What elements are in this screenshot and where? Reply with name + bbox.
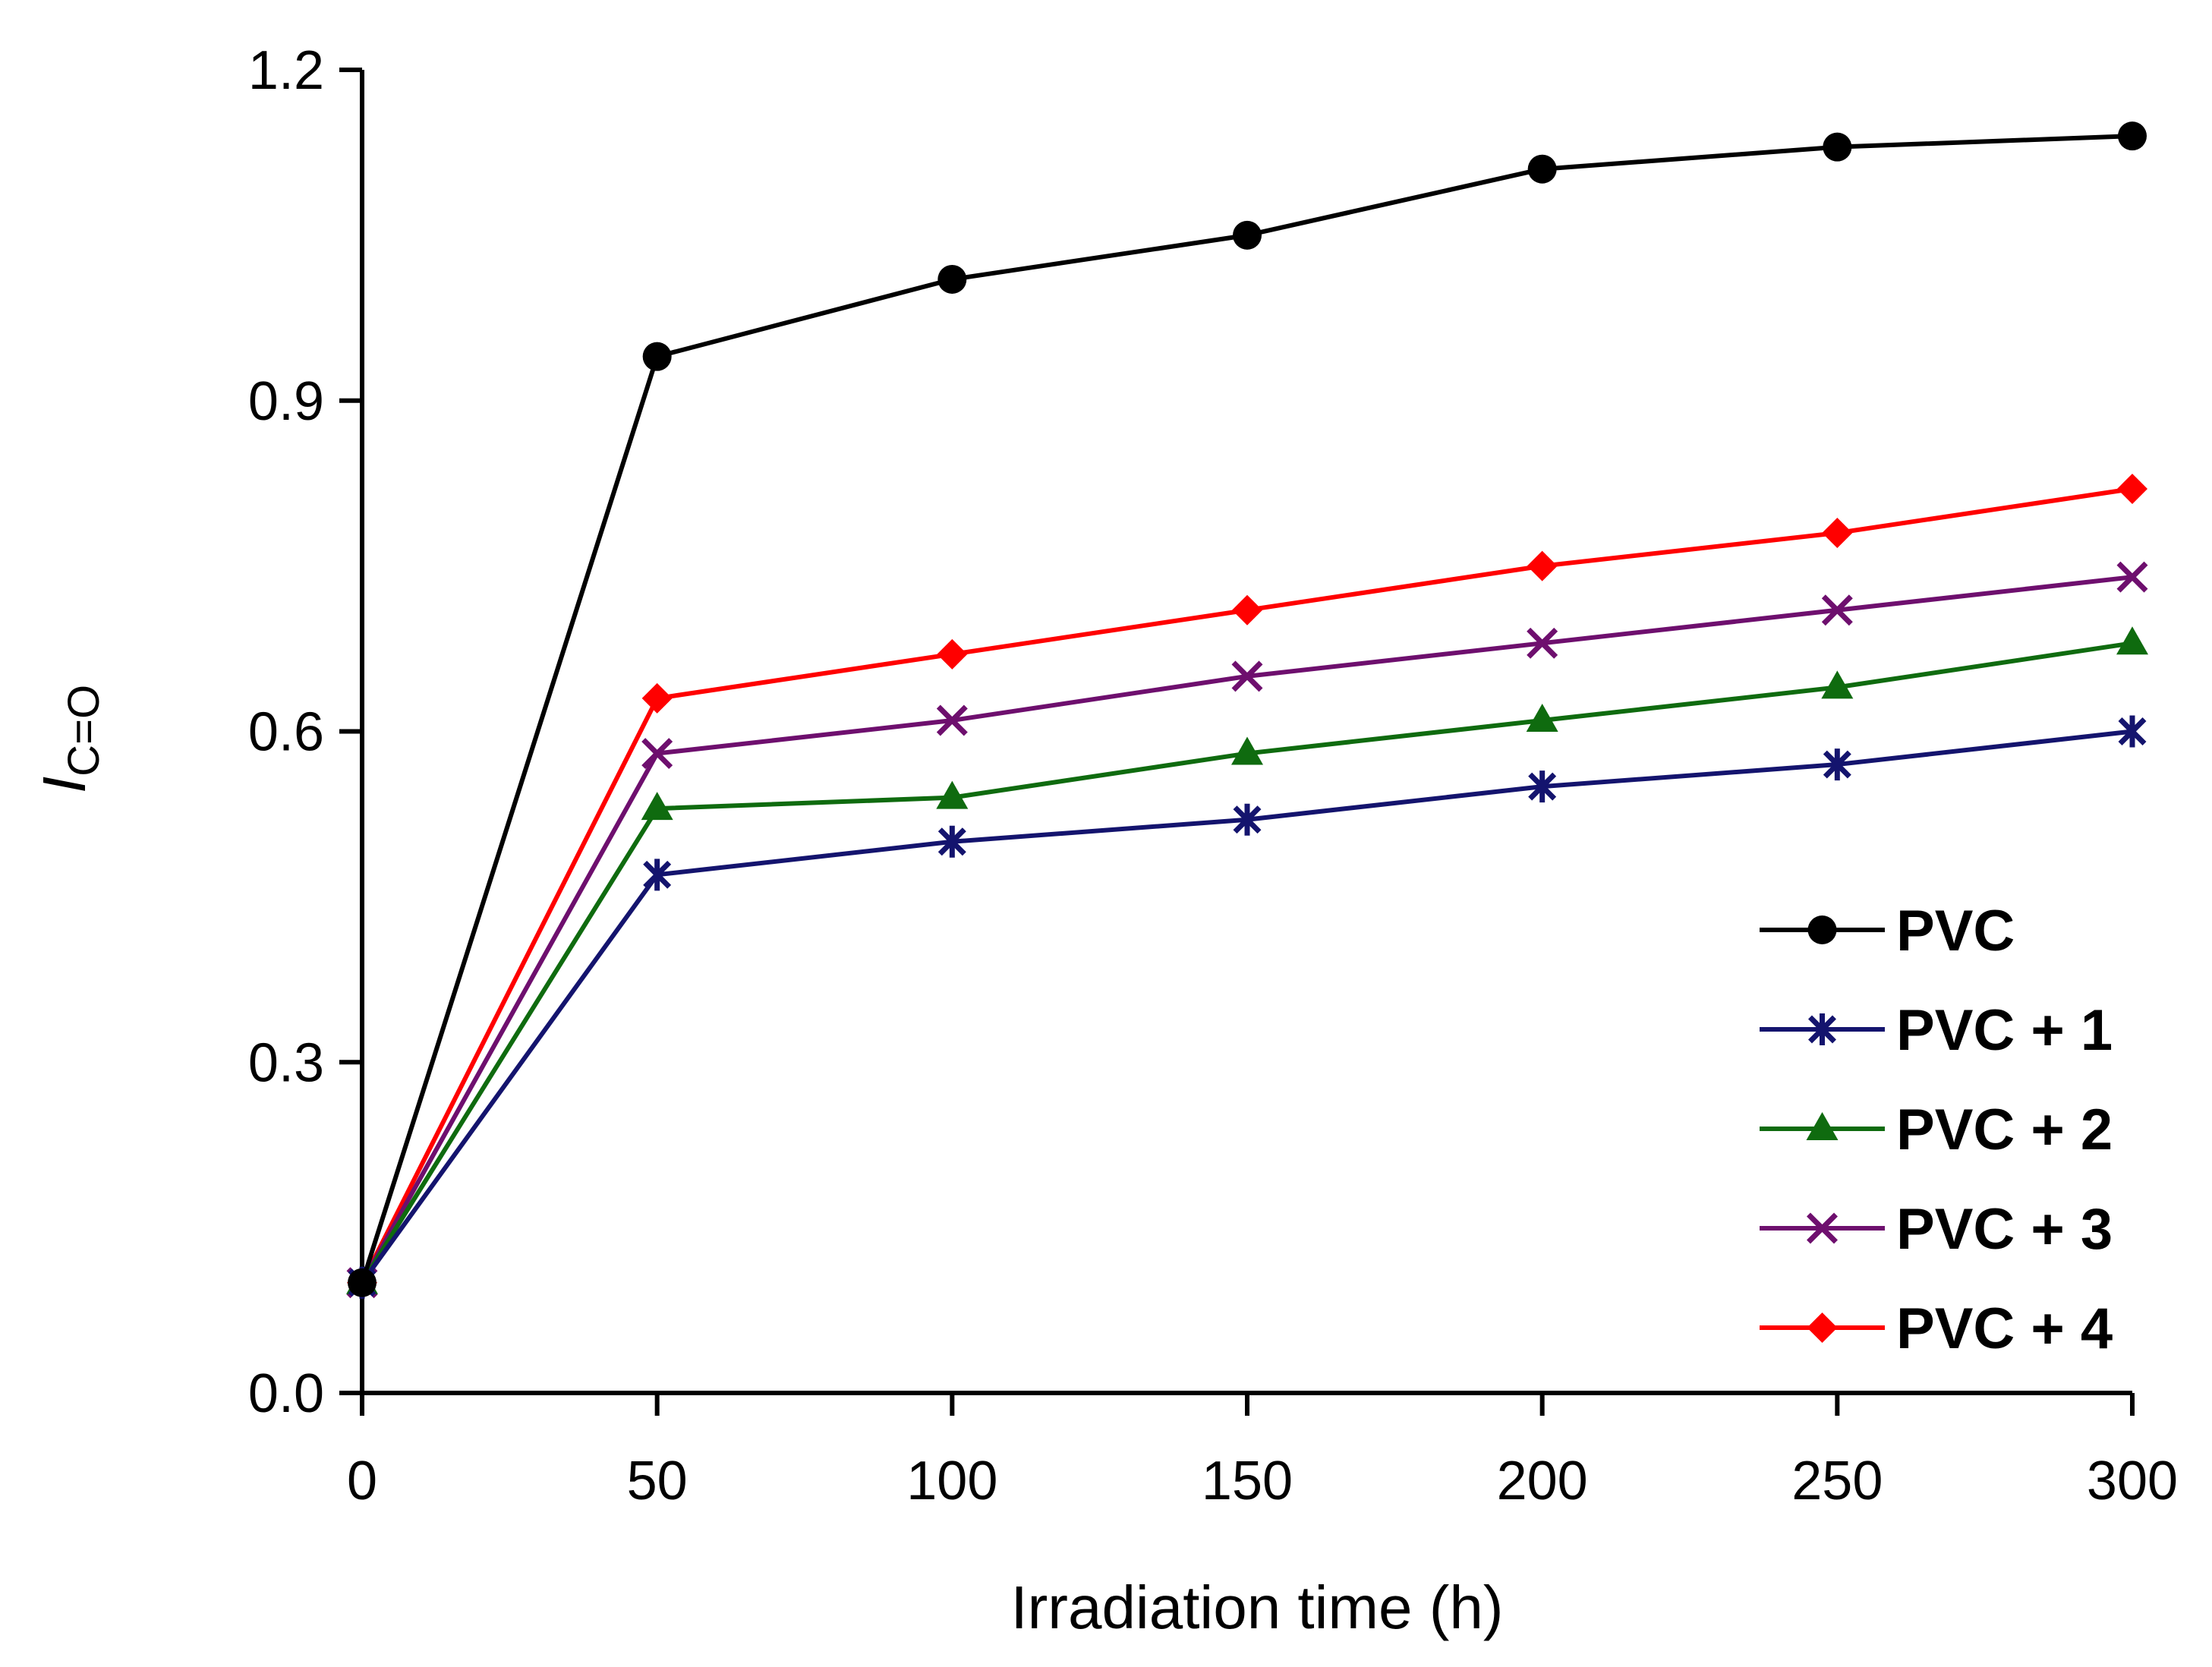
- x-tick-label: 0: [347, 1451, 377, 1511]
- data-point-pvc-3: [641, 738, 673, 770]
- data-point-pvc: [937, 264, 967, 294]
- legend-label: PVC + 4: [1896, 1297, 2113, 1361]
- legend-label: PVC + 3: [1896, 1197, 2113, 1262]
- legend-item-pvc-4: PVC + 4: [1760, 1297, 2113, 1361]
- series-layer: [346, 121, 2148, 1299]
- x-axis-title: Irradiation time (h): [1010, 1574, 1503, 1641]
- data-point-pvc-4: [2117, 473, 2147, 504]
- series-pvc: [348, 121, 2147, 1297]
- data-point-pvc-4: [1822, 518, 1853, 549]
- series-pvc-4: [347, 473, 2147, 1298]
- y-tick-label: 0.3: [248, 1032, 324, 1093]
- y-axis-title-subscript: C=O: [59, 685, 109, 777]
- data-point-pvc: [642, 342, 672, 371]
- x-tick-label: 200: [1497, 1451, 1588, 1511]
- data-point-pvc-3: [1231, 660, 1263, 692]
- data-point-pvc-2: [936, 780, 969, 809]
- data-point-pvc-3: [1821, 594, 1853, 626]
- x-axis-ticks: 0 50 100 150 200 250 300: [347, 1393, 2178, 1511]
- data-point-pvc-2: [641, 792, 673, 821]
- legend-marker: [1808, 1013, 1836, 1045]
- data-point-pvc-2: [1526, 703, 1558, 732]
- series-line-pvc: [360, 134, 2133, 1284]
- data-point-pvc-1: [2118, 715, 2147, 748]
- data-point-pvc-2: [1821, 670, 1854, 699]
- x-tick-label: 50: [627, 1451, 688, 1511]
- legend-marker: [1806, 1112, 1839, 1140]
- y-tick-label: 0.9: [248, 371, 324, 432]
- x-tick-label: 250: [1791, 1451, 1883, 1511]
- y-axis-ticks: 0.0 0.3 0.6 0.9 1.2: [248, 40, 362, 1424]
- legend-item-pvc-3: PVC + 3: [1760, 1197, 2113, 1262]
- data-point-pvc: [348, 1268, 377, 1297]
- legend-marker: [1807, 915, 1837, 944]
- x-tick-label: 100: [906, 1451, 997, 1511]
- x-tick-label: 300: [2087, 1451, 2178, 1511]
- data-point-pvc-3: [1527, 627, 1558, 659]
- legend-label: PVC + 2: [1896, 1098, 2113, 1162]
- data-point-pvc-1: [1823, 748, 1851, 781]
- y-tick-label: 0.0: [248, 1363, 324, 1424]
- y-axis-title-main: I: [30, 777, 98, 793]
- data-point-pvc-2: [2116, 626, 2148, 655]
- legend-item-pvc-1: PVC + 1: [1760, 998, 2113, 1063]
- data-point-pvc: [1823, 132, 1852, 162]
- data-point-pvc-1: [937, 825, 966, 858]
- data-point-pvc-4: [1232, 594, 1262, 626]
- data-point-pvc-4: [641, 682, 673, 714]
- legend-marker: [1807, 1212, 1838, 1244]
- data-point-pvc-2: [1231, 736, 1263, 765]
- series-pvc-2: [346, 626, 2148, 1294]
- data-point-pvc-3: [936, 704, 968, 736]
- x-tick-label: 150: [1202, 1451, 1293, 1511]
- data-point-pvc-4: [1527, 550, 1558, 581]
- data-point-pvc-3: [2116, 561, 2148, 593]
- data-point-pvc-1: [643, 859, 672, 891]
- legend-marker: [1807, 1312, 1838, 1343]
- y-tick-label: 1.2: [248, 40, 324, 101]
- y-tick-label: 0.6: [248, 702, 324, 763]
- data-point-pvc-4: [937, 638, 968, 670]
- series-pvc-3: [346, 561, 2148, 1299]
- legend-label: PVC + 1: [1896, 998, 2113, 1063]
- legend-label: PVC: [1896, 899, 2015, 963]
- y-axis-title: IC=O: [30, 685, 109, 793]
- data-point-pvc: [1233, 220, 1262, 250]
- data-point-pvc: [1527, 154, 1557, 184]
- data-point-pvc: [2118, 121, 2147, 151]
- legend-item-pvc-2: PVC + 2: [1760, 1098, 2113, 1162]
- legend-item-pvc: PVC: [1760, 899, 2015, 963]
- data-point-pvc-1: [1528, 770, 1557, 803]
- legend: PVC PVC + 1 PVC + 2 PVC + 3 PVC + 4: [1760, 899, 2113, 1361]
- data-point-pvc-1: [1233, 803, 1262, 836]
- series-pvc-1: [348, 715, 2147, 1299]
